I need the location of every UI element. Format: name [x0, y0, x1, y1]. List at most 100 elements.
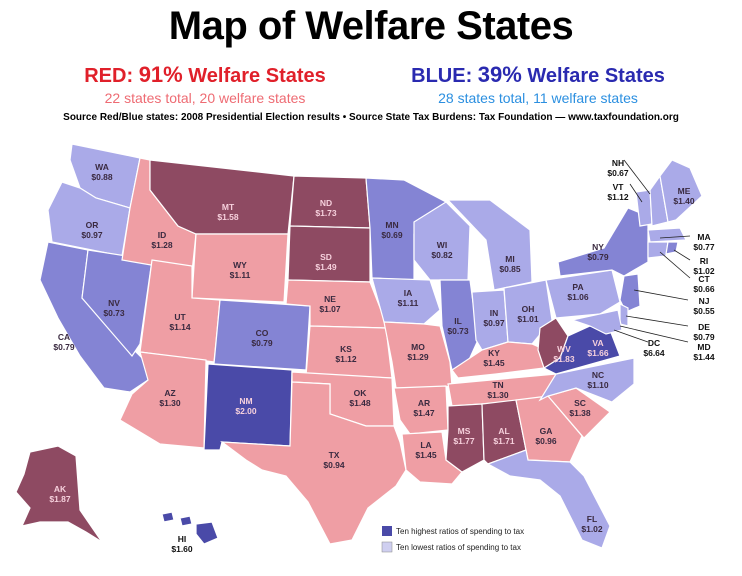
state-value-tn: $1.30: [487, 390, 509, 400]
red-subtitle: 22 states total, 20 welfare states: [104, 90, 306, 106]
state-label-mt: MT: [222, 202, 235, 212]
state-md: [569, 309, 623, 335]
state-label-oh: OH: [522, 304, 535, 314]
state-label-ky: KY: [488, 348, 500, 358]
state-value-mi: $0.85: [499, 264, 521, 274]
state-value-va: $1.66: [587, 348, 609, 358]
state-label-ks: KS: [340, 344, 352, 354]
state-value-or: $0.97: [81, 230, 103, 240]
state-label-wv: WV: [557, 344, 571, 354]
state-value-ky: $1.45: [483, 358, 505, 368]
state-value-pa: $1.06: [567, 292, 589, 302]
state-label-fl: FL: [587, 514, 597, 524]
state-de: [619, 303, 629, 327]
state-value-wi: $0.82: [431, 250, 453, 260]
state-value-ks: $1.12: [335, 354, 357, 364]
state-value-ma: $0.77: [693, 242, 715, 252]
state-label-md: MD: [697, 342, 710, 352]
state-value-nj: $0.55: [693, 306, 715, 316]
state-value-dc: $6.64: [643, 348, 665, 358]
state-value-me: $1.40: [673, 196, 695, 206]
red-suffix: Welfare States: [182, 65, 326, 87]
state-value-ok: $1.48: [349, 398, 371, 408]
state-ct: [647, 241, 669, 259]
state-labels: WA$0.88OR$0.97CA$0.79NV$0.73ID$1.28MT$1.…: [49, 158, 715, 554]
state-label-wi: WI: [437, 240, 447, 250]
state-label-ak: AK: [54, 484, 67, 494]
state-ma: [647, 227, 687, 243]
state-value-sc: $1.38: [569, 408, 591, 418]
state-value-ut: $1.14: [169, 322, 191, 332]
state-label-nm: NM: [239, 396, 252, 406]
state-value-ga: $0.96: [535, 436, 557, 446]
state-value-wa: $0.88: [91, 172, 113, 182]
state-value-il: $0.73: [447, 326, 469, 336]
state-tx: [220, 381, 407, 545]
state-ny: [557, 207, 649, 277]
state-label-va: VA: [592, 338, 603, 348]
state-value-ia: $1.11: [398, 298, 419, 308]
state-label-pa: PA: [572, 282, 583, 292]
state-label-ct: CT: [698, 274, 710, 284]
state-label-ma: MA: [697, 232, 710, 242]
legend-highest-label: Ten highest ratios of spending to tax: [396, 527, 524, 536]
state-label-in: IN: [490, 308, 499, 318]
state-label-tn: TN: [492, 380, 503, 390]
map-title: Map of Welfare States: [168, 4, 574, 48]
state-label-nh: NH: [612, 158, 624, 168]
state-value-ms: $1.77: [453, 436, 475, 446]
state-label-ia: IA: [404, 288, 413, 298]
state-label-id: ID: [158, 230, 167, 240]
state-ia: [371, 277, 441, 325]
state-hi-2: [179, 515, 193, 527]
state-value-ny: $0.79: [587, 252, 609, 262]
state-value-al: $1.71: [493, 436, 515, 446]
state-label-ri: RI: [700, 256, 709, 266]
state-value-vt: $1.12: [607, 192, 629, 202]
state-label-ga: GA: [540, 426, 553, 436]
blue-prefix: BLUE:: [411, 65, 478, 87]
state-label-wa: WA: [95, 162, 109, 172]
state-value-nd: $1.73: [315, 208, 337, 218]
state-nc: [538, 357, 635, 403]
red-prefix: RED:: [84, 65, 139, 87]
state-label-az: AZ: [164, 388, 175, 398]
state-label-or: OR: [86, 220, 99, 230]
red-summary-heading: RED: 91% Welfare States: [60, 62, 350, 88]
state-value-ct: $0.66: [693, 284, 715, 294]
state-nj: [619, 273, 641, 313]
state-value-fl: $1.02: [581, 524, 603, 534]
state-value-sd: $1.49: [315, 262, 337, 272]
blue-percent: 39%: [477, 62, 522, 87]
state-label-nv: NV: [108, 298, 120, 308]
state-value-mt: $1.58: [217, 212, 239, 222]
state-wy: [191, 233, 289, 303]
state-label-ar: AR: [418, 398, 430, 408]
state-label-ms: MS: [458, 426, 471, 436]
state-value-az: $1.30: [159, 398, 181, 408]
state-label-de: DE: [698, 322, 710, 332]
state-ar: [393, 385, 449, 435]
state-hi-3: [195, 521, 219, 545]
state-value-nv: $0.73: [103, 308, 125, 318]
state-value-wy: $1.11: [230, 270, 251, 280]
state-fl: [486, 449, 611, 549]
state-me: [659, 159, 703, 223]
state-value-md: $1.44: [693, 352, 715, 362]
state-value-ri: $1.02: [693, 266, 715, 276]
us-welfare-map: Ten highest ratios of spending to tax Te…: [15, 143, 715, 554]
state-label-mo: MO: [411, 342, 425, 352]
state-label-ne: NE: [324, 294, 336, 304]
state-ri: [665, 241, 679, 255]
state-ak: [15, 445, 103, 543]
state-label-wy: WY: [233, 260, 247, 270]
state-label-ok: OK: [354, 388, 368, 398]
blue-suffix: Welfare States: [521, 65, 665, 87]
state-label-hi: HI: [178, 534, 187, 544]
state-label-al: AL: [498, 426, 509, 436]
state-value-ak: $1.87: [49, 494, 71, 504]
red-percent: 91%: [138, 62, 183, 87]
state-label-nd: ND: [320, 198, 332, 208]
leader-lines: [613, 159, 691, 343]
state-hi-1: [161, 511, 175, 523]
